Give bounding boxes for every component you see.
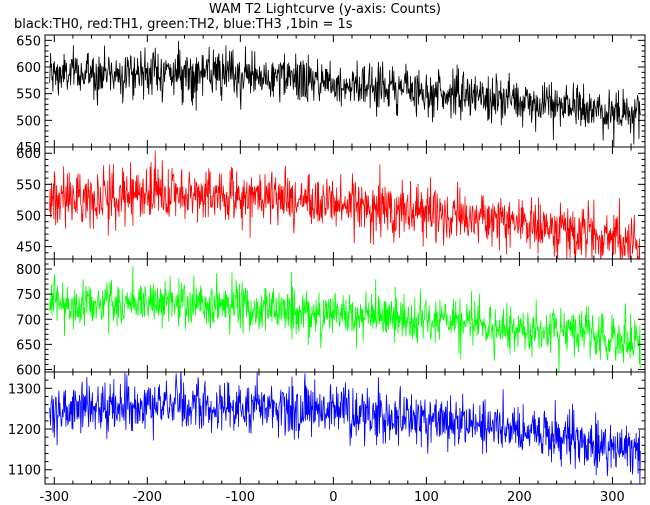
x-tick-label: -200 xyxy=(133,490,163,505)
panel-th0: 450 500 550 600 650 xyxy=(16,34,646,156)
series-line-th1 xyxy=(49,150,641,259)
y-tick-label: 800 xyxy=(16,263,41,278)
y-tick-label: 450 xyxy=(16,141,41,156)
series-line-th0 xyxy=(49,40,641,147)
x-tick-label: -100 xyxy=(226,490,256,505)
y-tick-label: 450 xyxy=(16,241,41,256)
y-tick-label: 600 xyxy=(16,363,41,378)
y-tick-label: 1100 xyxy=(8,464,41,479)
y-tick-label: 550 xyxy=(16,88,41,103)
y-tick-label: 1200 xyxy=(8,423,41,438)
series-line-th3 xyxy=(49,372,641,484)
x-tick-label: 0 xyxy=(329,490,337,505)
y-tick-label: 700 xyxy=(16,313,41,328)
x-tick-label: 100 xyxy=(414,490,439,505)
y-tick-label: 1300 xyxy=(8,382,41,397)
y-tick-label: 650 xyxy=(16,34,41,49)
y-tick-label: 550 xyxy=(16,178,41,193)
y-tick-label: 600 xyxy=(16,147,41,162)
x-tick-label: -300 xyxy=(40,490,70,505)
y-tick-label: 750 xyxy=(16,288,41,303)
x-tick-label: 300 xyxy=(600,490,625,505)
y-tick-label: 650 xyxy=(16,338,41,353)
series-line-th2 xyxy=(49,266,641,372)
chart-title: WAM T2 Lightcurve (y-axis: Counts) xyxy=(209,2,441,17)
chart-subtitle: black:TH0, red:TH1, green:TH2, blue:TH3 … xyxy=(14,17,353,32)
panel-th1: 450 500 550 600 xyxy=(16,146,646,260)
panel-th3: 1100 1200 1300 xyxy=(8,371,646,485)
y-tick-label: 500 xyxy=(16,209,41,224)
y-tick-label: 500 xyxy=(16,114,41,129)
panel-frame xyxy=(44,371,646,485)
x-tick-label: 200 xyxy=(507,490,532,505)
y-tick-label: 600 xyxy=(16,61,41,76)
panel-th2: 600 650 700 750 800 xyxy=(16,258,646,378)
